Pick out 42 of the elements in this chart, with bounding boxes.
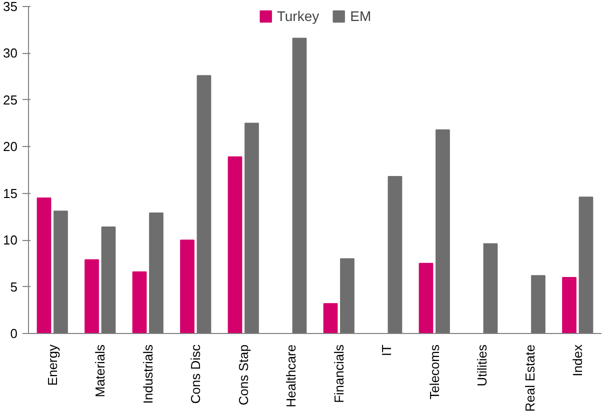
y-tick-label: 20 [3,139,18,154]
y-tick-label: 10 [3,232,18,248]
x-tick-label: Energy [44,344,60,386]
legend-label: EM [350,8,372,24]
x-tick-label: Industrials [140,344,156,404]
bar [180,240,194,334]
bar [132,271,147,334]
bar [36,198,52,334]
y-tick-label: 35 [3,0,18,14]
x-tick-label: Cons Stap [236,344,251,406]
x-tick-label: Financials [331,344,346,404]
y-tick-label: 5 [10,279,18,294]
bar [436,129,450,334]
y-tick-label: 30 [3,46,18,61]
x-tick-label: Index [570,344,586,376]
bar [340,258,354,334]
bar [292,38,307,334]
bar [531,275,546,334]
bar [562,276,576,334]
x-tick-label: Materials [92,344,108,398]
bar [418,262,434,334]
x-tick-label: Healthcare [284,344,299,408]
bar [149,212,164,334]
bar [101,226,116,334]
bar [228,156,242,334]
y-tick-label: 25 [3,92,18,108]
bar [54,210,68,334]
x-tick-label: IT [379,344,394,356]
x-tick-label: Utilities [474,344,490,386]
bar [388,176,402,334]
y-tick-label: 15 [3,186,18,201]
bar [196,75,212,334]
x-tick-label: Telecoms [426,344,442,400]
y-tick-label: 0 [10,326,18,341]
bar [578,196,594,334]
x-tick-label: Real Estate [522,344,538,412]
bar [84,259,99,334]
x-tick-label: Cons Disc [188,344,204,404]
bar [323,303,338,334]
legend-label: Turkey [276,8,320,24]
bar [244,122,259,334]
bar [483,243,498,334]
